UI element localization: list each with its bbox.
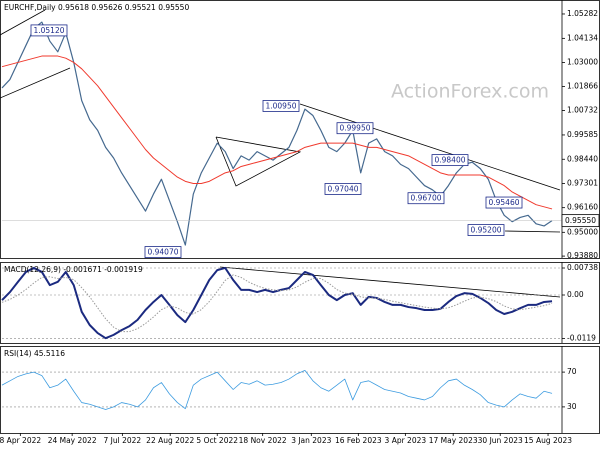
price-annotation-box — [467, 224, 505, 236]
x-tick-label: 22 Aug 2022 — [146, 436, 194, 445]
x-tick-label: 15 Aug 2023 — [524, 436, 572, 445]
plot-clip-group — [1, 21, 553, 246]
plot-clip-group — [1, 266, 553, 340]
price-annotation: 0.94070 — [147, 248, 178, 257]
y-tick-label: 0.95000 — [567, 227, 598, 236]
panel-title: EURCHF,Daily 0.95618 0.95626 0.95521 0.9… — [4, 3, 189, 12]
last-price-label: 0.95550 — [565, 216, 596, 225]
trend-line — [0, 67, 71, 99]
price-annotation-box — [324, 183, 362, 195]
y-tick-label: 0.00 — [567, 290, 584, 299]
y-tick-label: 1.05282 — [567, 9, 598, 18]
x-tick-label: 18 Nov 2022 — [239, 436, 287, 445]
y-tick-label: 70 — [567, 367, 577, 376]
trend-line — [0, 9, 46, 36]
y-tick-label: 1.00732 — [567, 106, 598, 115]
price-annotation-box — [485, 196, 523, 209]
x-tick-label: 3 Jan 2023 — [291, 436, 331, 445]
trend-lines — [0, 9, 561, 298]
x-tick-label: 17 May 2023 — [429, 436, 478, 445]
trend-line — [299, 103, 561, 191]
x-tick-label: 3 Apr 2023 — [385, 436, 427, 445]
price-annotation: 0.95460 — [488, 198, 519, 207]
y-tick-label: -0.0119 — [567, 334, 596, 343]
series-line — [1, 266, 553, 340]
price-annotation-box — [336, 122, 374, 135]
series-line — [1, 369, 553, 410]
y-tick-label: 0.00738 — [567, 263, 598, 272]
trend-line — [504, 230, 561, 233]
plot-clip-group — [1, 369, 553, 410]
y-tick-label: 1.04134 — [567, 33, 598, 42]
price-annotation: 0.98400 — [434, 156, 465, 165]
price-annotation-box — [431, 154, 469, 167]
watermark: ActionForex.com — [391, 81, 549, 103]
series-line — [1, 274, 553, 333]
y-tick-label: 0.96160 — [567, 203, 598, 212]
y-tick-label: 0.97301 — [567, 178, 598, 187]
y-tick-label: 1.03000 — [567, 57, 598, 66]
y-tick-label: 30 — [567, 402, 577, 411]
x-tick-label: 5 Oct 2022 — [196, 436, 238, 445]
price-annotation: 0.96700 — [410, 194, 441, 203]
price-annotation-box — [407, 192, 445, 205]
x-tick-label: 7 Jul 2022 — [104, 436, 142, 445]
price-annotation: 0.99950 — [339, 124, 370, 133]
x-tick-label: 30 Jun 2023 — [478, 436, 523, 445]
x-tick-label: 8 Apr 2022 — [0, 436, 41, 445]
y-tick-label: 0.99585 — [567, 130, 598, 139]
y-tick-label: 0.93880 — [567, 251, 598, 260]
price-annotation-box — [30, 24, 68, 37]
panel-title: RSI(14) 45.5116 — [4, 349, 65, 358]
last-price-box — [561, 214, 600, 228]
series-line — [1, 55, 553, 210]
price-annotation: 0.95200 — [470, 226, 501, 235]
price-annotation-box — [262, 100, 300, 112]
trend-line — [219, 266, 561, 298]
price-annotation: 1.05120 — [33, 26, 64, 35]
price-annotation: 1.00950 — [265, 101, 296, 110]
x-tick-label: 24 May 2022 — [48, 436, 97, 445]
x-tick-label: 16 Feb 2023 — [335, 436, 382, 445]
price-annotation: 0.97040 — [327, 184, 358, 193]
trend-line — [215, 136, 302, 187]
price-annotation-box — [144, 246, 182, 258]
y-tick-label: 0.98440 — [567, 154, 598, 163]
panel-title: MACD(12,26,9) -0.001671 -0.001919 — [4, 265, 143, 274]
y-tick-label: 1.01866 — [567, 82, 598, 91]
